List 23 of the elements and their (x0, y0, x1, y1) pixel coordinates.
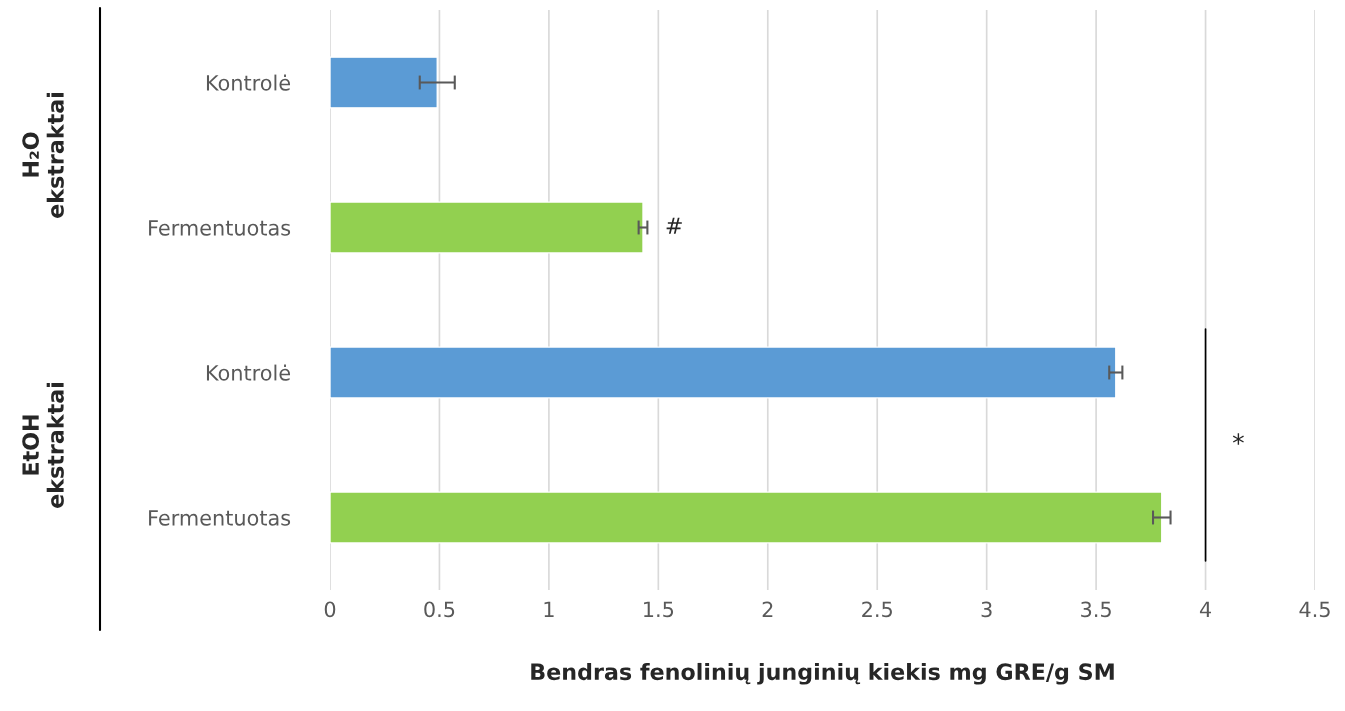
x-tick-label: 3 (981, 601, 992, 618)
bar (330, 56, 438, 109)
bar (330, 346, 1117, 399)
y-tick-label: Fermentuotas (149, 220, 291, 236)
x-tick-label: 3.5 (1081, 601, 1111, 618)
x-tick-label: 4.5 (1299, 601, 1330, 618)
x-tick-label: 4 (1199, 601, 1212, 617)
x-tick-label: 0 (324, 601, 336, 618)
text: H₂O ekstraktai (22, 93, 64, 218)
annotation: # (666, 217, 682, 234)
y-tick-label: Kontrolė (206, 364, 290, 381)
bar (330, 491, 1163, 544)
bar (330, 201, 644, 254)
x-tick-label: 1 (544, 601, 554, 617)
y-tick-label: Fermentuotas (149, 510, 291, 526)
x-tick-label: 1.5 (644, 601, 674, 618)
annotation: * (1232, 433, 1244, 445)
text: EtOH ekstraktai (22, 383, 64, 508)
x-tick-label: 2 (762, 601, 773, 617)
x-axis-title: Bendras fenolinių junginių kiekis mg GRE/g SM (531, 662, 1114, 685)
x-tick-label: 0.5 (424, 601, 455, 618)
y-tick-label: Kontrolė (206, 74, 290, 91)
x-tick-label: 2.5 (862, 601, 892, 618)
